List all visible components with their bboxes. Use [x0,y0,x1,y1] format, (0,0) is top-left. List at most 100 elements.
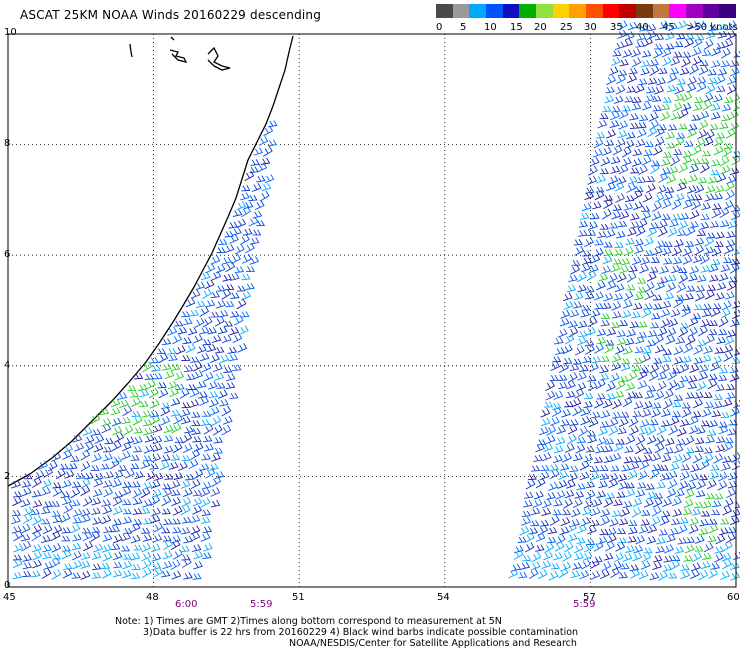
wind-barb [626,284,636,291]
wind-barb [623,456,634,464]
wind-barb [644,290,655,300]
wind-barb [141,527,151,534]
wind-barb [142,419,153,427]
wind-barb [723,199,734,211]
wind-barb [175,345,186,355]
wind-barb [192,489,203,497]
wind-barb [159,460,170,471]
wind-barb [186,373,196,381]
wind-barb [580,309,590,318]
wind-barb [727,220,738,229]
wind-barb [602,146,612,156]
wind-barb [170,397,181,407]
wind-barb [190,478,201,490]
wind-barb [518,571,528,579]
wind-barb [41,568,52,579]
wind-barb [570,518,580,527]
wind-barb [722,540,733,552]
wind-barb [192,497,203,507]
wind-barb [692,254,703,264]
wind-barb [170,409,181,417]
wind-barb [694,96,704,104]
wind-barb [151,562,161,571]
wind-barb [606,328,617,336]
wind-barb [173,414,183,425]
wind-barb [597,230,607,239]
wind-barb [143,444,154,454]
wind-barb [688,524,699,534]
wind-barb [163,424,174,434]
wind-barb [710,361,721,372]
wind-barb [667,478,678,490]
wind-barb [678,480,689,490]
wind-barb [557,479,568,489]
wind-barb [627,73,638,84]
wind-barb [153,522,164,533]
wind-barb [51,542,62,553]
wind-barb [673,444,684,454]
wind-barb [631,48,641,58]
wind-barb [236,218,247,229]
wind-barb [585,187,595,194]
wind-barb [654,33,665,41]
wind-barb [643,36,654,47]
wind-barb [715,41,726,50]
wind-barb [588,417,599,428]
wind-barb [561,561,572,572]
wind-barb [543,551,553,561]
wind-barb [725,189,735,201]
wind-barb [585,292,595,300]
wind-barb [572,301,583,309]
wind-barb [603,292,614,302]
wind-barb [113,470,124,480]
wind-barb [161,508,171,515]
wind-barb [23,506,33,517]
wind-barb [616,73,626,85]
wind-barb [726,30,736,41]
wind-barb [234,244,245,255]
wind-barb [608,472,619,482]
legend-swatch [535,4,553,18]
wind-barb [653,357,663,364]
wind-barb [704,236,715,247]
wind-barb [705,435,716,444]
wind-barb [689,363,700,374]
wind-barb [641,205,651,212]
wind-barb [577,284,587,293]
wind-barb [117,464,128,472]
wind-barb [608,175,619,185]
wind-barb [613,293,624,301]
wind-barb [611,361,621,372]
wind-barb [634,346,645,354]
wind-barb [718,273,729,282]
wind-barb [637,369,648,381]
wind-barb [549,374,559,382]
wind-barb [209,398,219,408]
wind-barb [700,157,710,164]
wind-barb [109,458,120,470]
wind-barb [572,562,582,570]
wind-barb [575,443,586,454]
wind-barb [661,454,672,463]
wind-barb [245,266,255,272]
wind-barb [555,347,565,356]
coastline [7,35,294,487]
wind-barb [603,198,613,209]
wind-barb [617,20,628,31]
wind-barb [221,256,232,265]
wind-barb [728,109,739,120]
wind-barb [654,435,665,446]
wind-barb [659,265,669,274]
wind-barb [644,281,655,293]
wind-barb [264,174,275,184]
wind-barb [618,481,629,490]
wind-barb [621,358,631,365]
wind-barb [661,510,671,518]
wind-barb [657,219,668,229]
wind-barb [667,274,677,282]
wind-barb [626,271,637,283]
wind-barb [615,84,626,95]
wind-barb [646,339,656,347]
wind-barb [601,265,611,275]
